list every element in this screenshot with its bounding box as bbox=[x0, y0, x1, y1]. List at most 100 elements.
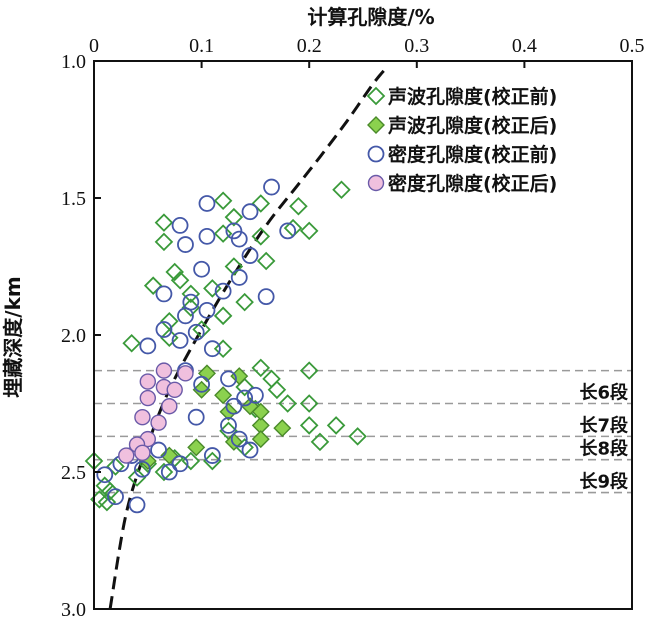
legend-marker bbox=[367, 145, 385, 163]
data-point bbox=[326, 416, 346, 435]
segment-label: 长8段 bbox=[579, 438, 629, 460]
y-tick-label: 1.5 bbox=[61, 188, 86, 210]
x-axis-title: 计算孔隙度/% bbox=[307, 5, 434, 29]
y-tick-label: 2.0 bbox=[61, 325, 86, 347]
segment-boundary-lines bbox=[94, 369, 632, 494]
data-point bbox=[278, 394, 297, 413]
data-point bbox=[236, 389, 254, 407]
data-point bbox=[134, 444, 151, 462]
data-point bbox=[161, 398, 178, 415]
data-point bbox=[170, 270, 190, 290]
series-4 bbox=[118, 362, 194, 464]
data-point bbox=[171, 455, 189, 473]
data-point bbox=[181, 298, 201, 317]
data-point bbox=[251, 358, 271, 378]
data-point bbox=[187, 438, 206, 457]
data-point bbox=[139, 373, 157, 390]
data-point bbox=[299, 416, 319, 435]
data-point bbox=[150, 414, 167, 431]
data-point bbox=[220, 370, 237, 388]
data-point bbox=[213, 191, 233, 211]
data-point bbox=[96, 466, 114, 484]
x-tick-label: 0.4 bbox=[512, 35, 537, 57]
series-3 bbox=[96, 178, 297, 514]
data-point bbox=[155, 362, 173, 379]
data-point bbox=[203, 279, 222, 298]
data-point bbox=[348, 427, 367, 446]
data-point bbox=[187, 323, 205, 341]
data-point bbox=[171, 216, 189, 234]
data-point bbox=[106, 457, 125, 476]
data-point bbox=[213, 224, 233, 243]
data-point bbox=[251, 194, 271, 213]
data-point bbox=[289, 196, 308, 216]
data-point bbox=[155, 321, 173, 338]
segment-label: 长6段 bbox=[579, 382, 629, 404]
data-point bbox=[134, 460, 151, 478]
data-point bbox=[166, 381, 183, 398]
data-point bbox=[154, 462, 174, 482]
data-point bbox=[134, 409, 151, 426]
trend-line bbox=[108, 65, 389, 610]
data-point bbox=[155, 285, 173, 303]
data-point bbox=[214, 386, 233, 405]
data-point bbox=[118, 447, 135, 464]
legend-label: 声波孔隙度(校正后) bbox=[387, 114, 557, 137]
x-tick-label: 0.5 bbox=[620, 35, 645, 57]
trend-line-layer bbox=[108, 65, 389, 610]
data-point bbox=[177, 307, 194, 325]
data-point bbox=[220, 417, 237, 434]
data-point bbox=[241, 441, 259, 459]
data-point bbox=[154, 213, 174, 232]
legend: 声波孔隙度(校正前) 声波孔隙度(校正后) 密度孔隙度(校正前) 密度孔隙度(校正后) bbox=[366, 85, 557, 195]
data-point bbox=[230, 269, 248, 286]
data-point bbox=[299, 394, 319, 413]
data-point bbox=[181, 284, 201, 304]
data-point bbox=[267, 380, 287, 400]
data-point bbox=[299, 361, 319, 380]
data-point bbox=[187, 408, 205, 426]
data-point bbox=[203, 447, 221, 464]
x-tick-label: 0.1 bbox=[189, 35, 214, 57]
data-point bbox=[198, 195, 216, 212]
data-point bbox=[154, 232, 174, 252]
data-point bbox=[224, 207, 244, 227]
data-point bbox=[139, 337, 157, 355]
data-point bbox=[165, 262, 184, 282]
segment-label: 长9段 bbox=[579, 471, 629, 493]
data-point bbox=[251, 430, 270, 449]
data-points-layer bbox=[84, 178, 367, 514]
data-point bbox=[310, 432, 330, 452]
data-point bbox=[139, 389, 157, 407]
x-tick-label: 0.2 bbox=[297, 35, 322, 57]
legend-marker bbox=[367, 174, 385, 192]
data-point bbox=[279, 222, 297, 240]
data-point bbox=[241, 247, 259, 264]
y-axis-title: 埋藏深度/km bbox=[1, 276, 25, 397]
data-point bbox=[171, 332, 189, 349]
x-tick-label: 0 bbox=[89, 35, 99, 57]
data-point bbox=[198, 301, 216, 319]
legend-label: 密度孔隙度(校正前) bbox=[388, 143, 557, 166]
legend-marker bbox=[366, 86, 386, 106]
data-point bbox=[127, 468, 147, 487]
legend-label: 声波孔隙度(校正前) bbox=[387, 85, 557, 108]
legend-marker bbox=[367, 116, 385, 134]
y-tick-label: 2.5 bbox=[61, 462, 86, 484]
data-point bbox=[230, 230, 248, 248]
data-point bbox=[193, 260, 211, 278]
data-point bbox=[235, 292, 254, 312]
data-point bbox=[177, 365, 194, 382]
data-point bbox=[332, 180, 351, 200]
data-point bbox=[225, 397, 243, 415]
legend-label: 密度孔隙度(校正后) bbox=[388, 172, 557, 195]
data-point bbox=[143, 276, 163, 295]
data-point bbox=[198, 227, 216, 245]
data-point bbox=[213, 306, 233, 326]
data-point bbox=[97, 492, 117, 512]
data-point bbox=[203, 340, 221, 358]
data-point bbox=[251, 227, 271, 246]
data-point bbox=[256, 251, 276, 271]
